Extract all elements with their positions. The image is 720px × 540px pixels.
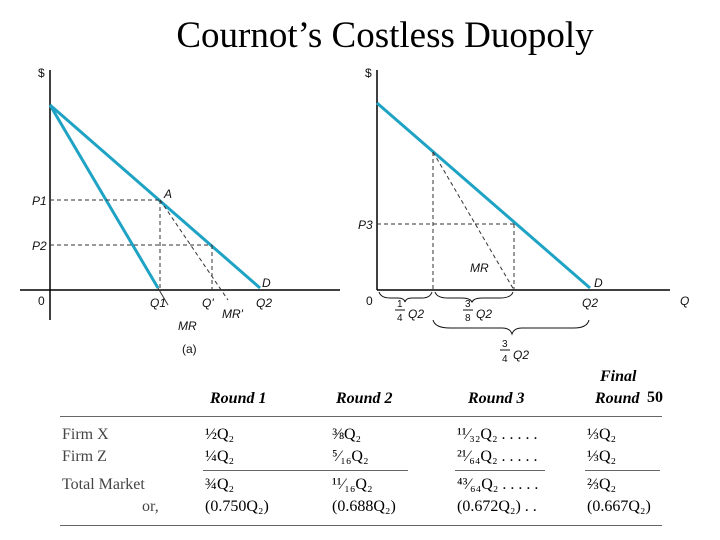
svg-text:3: 3 [465, 299, 471, 310]
svg-text:8: 8 [465, 313, 471, 324]
decimal-round-3: (0.672Q₂) . . [457, 498, 537, 515]
panel-a-caption: (a) [182, 342, 197, 356]
panel-a-y-label: $ [38, 66, 45, 80]
panel-b-origin: 0 [366, 294, 373, 308]
row-label-firm-x: Firm X [62, 426, 109, 443]
row-label-firm-z: Firm Z [62, 448, 107, 465]
decimal-round-1: (0.750Q₂) [205, 498, 269, 515]
panel-a-mr-label: MR [178, 319, 197, 333]
panel-b-q2-label: Q2 [582, 296, 598, 310]
panel-a-demand-line [49, 103, 261, 290]
panel-a-mr-line [48, 104, 160, 289]
firm-z-round-3: ²¹⁄₆₄Q₂ . . . . . [457, 448, 538, 465]
panel-b-brace-residual [434, 291, 514, 304]
total-round-1: ¾Q₂ [205, 476, 235, 493]
panel-b-quarter-fraction: 1 4 Q2 [395, 299, 424, 324]
decimal-round-2: (0.688Q₂) [332, 498, 396, 515]
svg-text:Q2: Q2 [408, 307, 424, 321]
row-label-or: or, [142, 498, 159, 515]
panel-a-q2-label: Q2 [256, 296, 272, 310]
firm-z-round-2: ⁵⁄₁₆Q₂ [332, 448, 369, 465]
panel-b-p3-label: P3 [358, 218, 373, 232]
firm-z-final: ⅓Q₂ [587, 448, 617, 465]
table-bottom-rule [60, 525, 662, 526]
panel-b-y-label: $ [365, 66, 372, 80]
svg-text:4: 4 [502, 354, 508, 365]
firm-x-final: ⅓Q₂ [587, 426, 617, 443]
firm-x-round-3: ¹¹⁄₃₂Q₂ . . . . . [457, 426, 538, 443]
panel-b-demand-line [376, 101, 591, 290]
firm-z-round-1: ¼Q₂ [205, 448, 235, 465]
firm-x-round-1: ½Q₂ [205, 426, 235, 443]
panel-b-mr-label: MR [470, 261, 489, 275]
svg-text:1: 1 [397, 299, 403, 310]
header-final: Final [600, 368, 637, 385]
duopoly-diagram: $ P1 P2 A 0 Q1 Q' MR' Q2 D MR (a) $ Q P3… [20, 66, 689, 365]
panel-a-p2-label: P2 [32, 239, 47, 253]
panel-a-mrprime-line [159, 199, 229, 301]
panel-b-brace-quarter [378, 291, 433, 303]
panel-a-qprime-label: Q' [202, 296, 214, 310]
panel-a-point-a: A [163, 187, 172, 201]
row-label-total-market: Total Market [62, 476, 145, 493]
header-final-round: Round [595, 390, 640, 407]
svg-text:Q2: Q2 [476, 307, 492, 321]
panel-a-mrprime-label: MR' [222, 307, 244, 321]
panel-b-brace-total [432, 319, 590, 336]
svg-text:4: 4 [397, 313, 403, 324]
panel-b-d-label: D [594, 276, 603, 290]
header-round-1: Round 1 [210, 390, 267, 407]
header-round-3: Round 3 [468, 390, 525, 407]
header-round-2: Round 2 [336, 390, 393, 407]
panel-a-d-label: D [262, 276, 271, 290]
panel-a-origin: 0 [38, 294, 45, 308]
sum-rule-1 [203, 470, 408, 471]
panel-b-mr-line [432, 151, 515, 291]
page-number: 50 [647, 389, 663, 406]
sum-rule-3 [585, 470, 660, 471]
total-final: ⅔Q₂ [587, 476, 617, 493]
page-title: Cournot’s Costless Duopoly [176, 15, 594, 56]
svg-text:3: 3 [502, 339, 508, 350]
panel-a-q1-label: Q1 [150, 296, 166, 310]
sum-rule-2 [455, 470, 545, 471]
panel-a-p1-label: P1 [32, 194, 47, 208]
total-round-3: ⁴³⁄₆₄Q₂ . . . . . [457, 476, 539, 493]
panel-b-three-eighths-fraction: 3 8 Q2 [463, 299, 492, 324]
total-round-2: ¹¹⁄₁₆Q₂ [332, 476, 373, 493]
rounds-table: Final Round 1 Round 2 Round 3 Round 50 F… [60, 368, 663, 533]
decimal-final: (0.667Q₂) [587, 498, 651, 515]
panel-b-three-quarters-fraction: 3 4 Q2 [500, 339, 529, 365]
firm-x-round-2: ⅜Q₂ [332, 426, 362, 443]
table-top-rule [60, 416, 662, 417]
panel-a-mr-extension [157, 287, 169, 306]
panel-b-x-label: Q [680, 294, 689, 308]
svg-text:Q2: Q2 [513, 348, 529, 362]
